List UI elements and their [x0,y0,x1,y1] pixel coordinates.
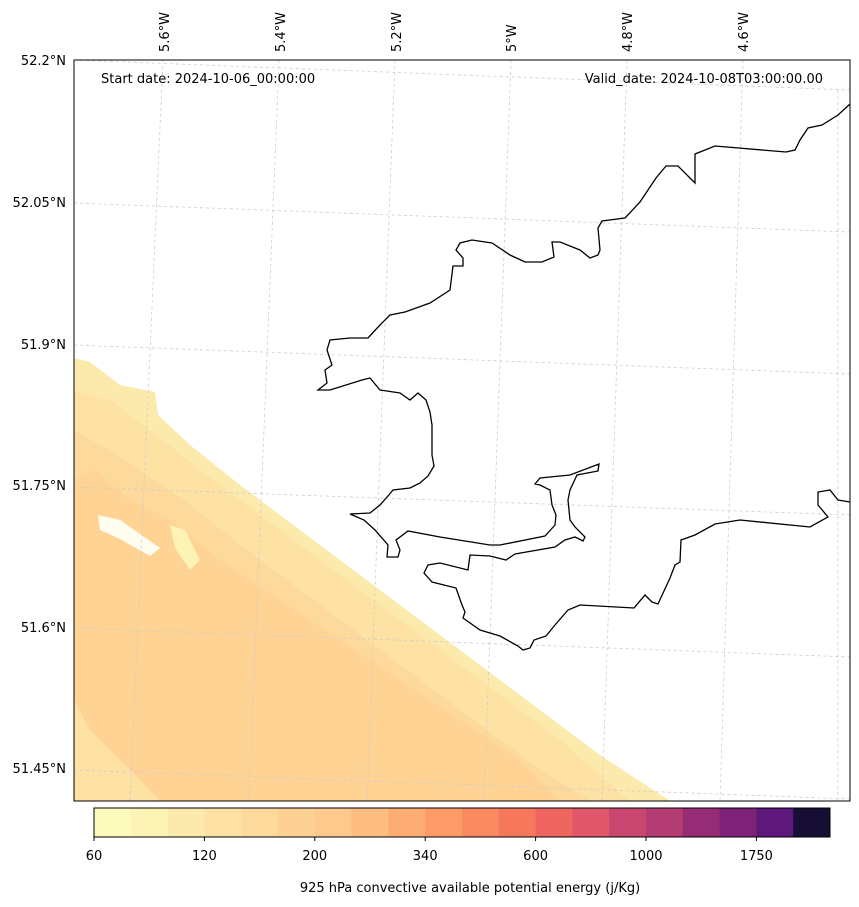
lat-label-51.9n: 51.9°N [21,338,66,353]
colorbar-segment [609,808,647,837]
valid-date-label: Valid_date: 2024-10-08T03:00:00.00 [585,72,823,87]
lon-label-4.8w: 4.8°W [621,12,636,52]
coastline [316,103,851,651]
colorbar-tick-label: 120 [192,849,217,864]
colorbar-segment [572,808,610,837]
colorbar-tick-label: 1750 [740,849,773,864]
colorbar [94,808,831,837]
lon-label-5w: 5°W [505,24,520,52]
lat-label-51.6n: 51.6°N [21,621,66,636]
map-frame [73,59,851,802]
lon-label-4.6w: 4.6°W [737,12,752,52]
colorbar-segment [719,808,757,837]
colorbar-segment [204,808,242,837]
lon-label-5.2w: 5.2°W [390,12,405,52]
colorbar-title: 925 hPa convective available potential e… [300,881,640,896]
colorbar-segment [646,808,684,837]
colorbar-segment [351,808,389,837]
cape-streak-2 [170,525,200,570]
lat-label-52.05n: 52.05°N [13,196,66,211]
colorbar-segment [498,808,537,837]
colorbar-tick-label: 60 [86,849,103,864]
colorbar-segment [94,808,132,837]
colorbar-segment [388,808,426,837]
colorbar-segment [314,808,353,837]
colorbar-segment [793,808,831,837]
colorbar-segment [278,808,316,837]
cape-streak-1 [98,515,160,556]
start-date-label: Start date: 2024-10-06_00:00:00 [101,72,315,87]
colorbar-ticks: 60 120 200 340 600 1000 1750 [86,837,773,864]
colorbar-segment [241,808,279,837]
lon-label-5.4w: 5.4°W [274,12,289,52]
colorbar-tick-label: 340 [413,849,438,864]
cape-field [74,358,670,801]
colorbar-segment [756,808,794,837]
colorbar-segment [425,808,463,837]
lat-label-52.2n: 52.2°N [21,54,66,69]
colorbar-segment [130,808,169,837]
gridlines [74,60,850,801]
colorbar-tick-label: 1000 [629,849,662,864]
cape-region-sw [74,700,160,801]
colorbar-tick-label: 600 [523,849,548,864]
colorbar-segment [167,808,205,837]
lon-label-5.6w: 5.6°W [158,12,173,52]
colorbar-tick-label: 200 [302,849,327,864]
colorbar-segment [462,808,500,837]
lat-label-51.45n: 51.45°N [13,762,66,777]
colorbar-frame [93,807,831,838]
colorbar-segment [535,808,573,837]
lat-label-51.75n: 51.75°N [13,479,66,494]
colorbar-segment [682,808,721,837]
